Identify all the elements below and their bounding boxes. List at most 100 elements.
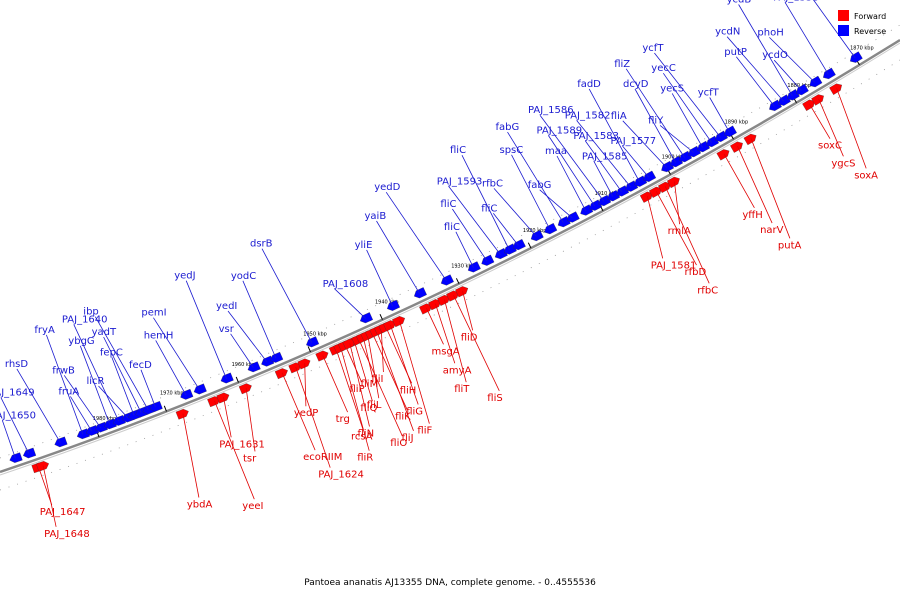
gene-leader-line xyxy=(70,396,93,432)
gene-arrow xyxy=(103,418,117,430)
gene-arrow xyxy=(666,176,680,189)
gene-leader-line xyxy=(461,155,510,251)
tick-label: 1890 kbp xyxy=(725,120,749,126)
legend-reverse-label: Reverse xyxy=(854,27,886,36)
gene-label: fliD xyxy=(461,332,478,343)
gene-label: spsC xyxy=(500,145,524,156)
gene-label: fliO xyxy=(390,438,407,449)
gene-label: yeeI xyxy=(242,501,263,512)
gene-label: PAJ_1558 xyxy=(773,0,819,3)
gene-leader-line xyxy=(185,280,227,379)
gene-arrow xyxy=(823,67,836,80)
gene-label: ybdA xyxy=(187,500,213,511)
gene-label: fliY xyxy=(648,115,664,126)
gene-arrow xyxy=(467,261,481,273)
gene-leader-line xyxy=(16,368,61,443)
gene-label: fadD xyxy=(577,79,601,90)
gene-label: trg xyxy=(336,414,350,425)
gene-label: PAJ_1640 xyxy=(62,315,108,326)
gene-label: tsr xyxy=(243,453,257,464)
gene-leader-line xyxy=(2,420,16,459)
gene-leader-line xyxy=(362,337,373,378)
gene-label: putA xyxy=(778,240,802,251)
gene-leader-line xyxy=(588,88,641,183)
gene-leader-line xyxy=(376,220,420,294)
gene-label: ygcS xyxy=(831,158,855,169)
gene-leader-line xyxy=(261,248,313,343)
gene-leader-line xyxy=(242,280,277,359)
gene-arrow xyxy=(643,170,657,182)
gene-leader-line xyxy=(111,357,135,416)
gene-label: frwB xyxy=(52,365,75,376)
gene-leader-line xyxy=(340,347,370,451)
gene-arrow xyxy=(670,155,684,168)
gene-leader-line xyxy=(654,52,721,138)
gene-label: hemH xyxy=(144,330,174,341)
gene-arrow xyxy=(216,392,230,404)
gene-arrow xyxy=(274,368,288,380)
gene-arrow xyxy=(657,181,671,194)
gene-label: yedP xyxy=(294,408,318,419)
gene-leader-line xyxy=(448,186,501,255)
gene-leader-line xyxy=(773,59,802,91)
tick-mark xyxy=(163,405,167,412)
gene-label: soxC xyxy=(818,141,842,152)
gene-leader-line xyxy=(813,0,856,59)
gene-label: ycdN xyxy=(715,27,740,38)
gene-leader-line xyxy=(674,181,680,225)
gene-label: fliN xyxy=(358,429,375,440)
gene-leader-line xyxy=(399,320,430,424)
gene-leader-line xyxy=(662,72,712,143)
gene-leader-line xyxy=(462,290,474,331)
reverse-guide-track xyxy=(0,24,900,459)
gene-label: amyA xyxy=(443,365,472,376)
gene-label: fliG xyxy=(406,407,423,418)
tick-label: 1930 kbp xyxy=(451,264,475,270)
gene-leader-line xyxy=(625,68,685,158)
gene-leader-line xyxy=(334,288,366,319)
tick-mark xyxy=(455,278,460,284)
gene-leader-line xyxy=(622,145,650,178)
gene-arrow xyxy=(238,383,252,395)
gene-label: PAJ_1624 xyxy=(318,470,364,481)
gene-arrow xyxy=(724,125,737,137)
gene-arrow xyxy=(175,408,189,420)
gene-label: PAJ_1593 xyxy=(437,176,483,187)
gene-label: narV xyxy=(760,225,784,236)
gene-leader-line xyxy=(455,231,474,268)
gene-arrow xyxy=(607,190,621,202)
gene-label: yffH xyxy=(742,210,762,221)
gene-leader-line xyxy=(335,349,364,430)
gene-leader-line xyxy=(585,140,623,193)
gene-arrow xyxy=(811,94,824,106)
gene-arrow xyxy=(315,350,329,362)
gene-arrow xyxy=(809,75,823,88)
gene-leader-line xyxy=(539,114,605,202)
tick-label: 1910 kbp xyxy=(595,191,619,197)
tick-mark xyxy=(307,346,311,353)
gene-leader-line xyxy=(103,336,142,413)
gene-label: pemI xyxy=(141,308,166,319)
gene-leader-line xyxy=(63,375,102,429)
gene-arrow xyxy=(829,83,842,95)
tick-mark xyxy=(235,376,239,383)
gene-arrow xyxy=(787,89,800,101)
gene-leader-line xyxy=(140,369,156,408)
gene-leader-line xyxy=(492,213,519,246)
gene-label: dsrB xyxy=(250,239,273,250)
gene-arrow xyxy=(306,336,320,348)
gene-leader-line xyxy=(223,397,232,438)
gene-arrow xyxy=(566,211,580,223)
gene-leader-line xyxy=(281,372,316,451)
gene-label: ibp xyxy=(83,307,98,318)
gene-label: PAJ_1648 xyxy=(44,529,90,540)
gene-label: rcsA xyxy=(351,431,373,442)
tick-label: 1880 kbp xyxy=(787,83,811,89)
gene-label: yecC xyxy=(651,63,676,74)
gene-label: fliL xyxy=(367,400,382,411)
gene-label: yecS xyxy=(660,83,684,94)
gene-label: rhsD xyxy=(5,359,28,370)
gene-label: putP xyxy=(724,47,747,58)
gene-leader-line xyxy=(322,355,348,413)
